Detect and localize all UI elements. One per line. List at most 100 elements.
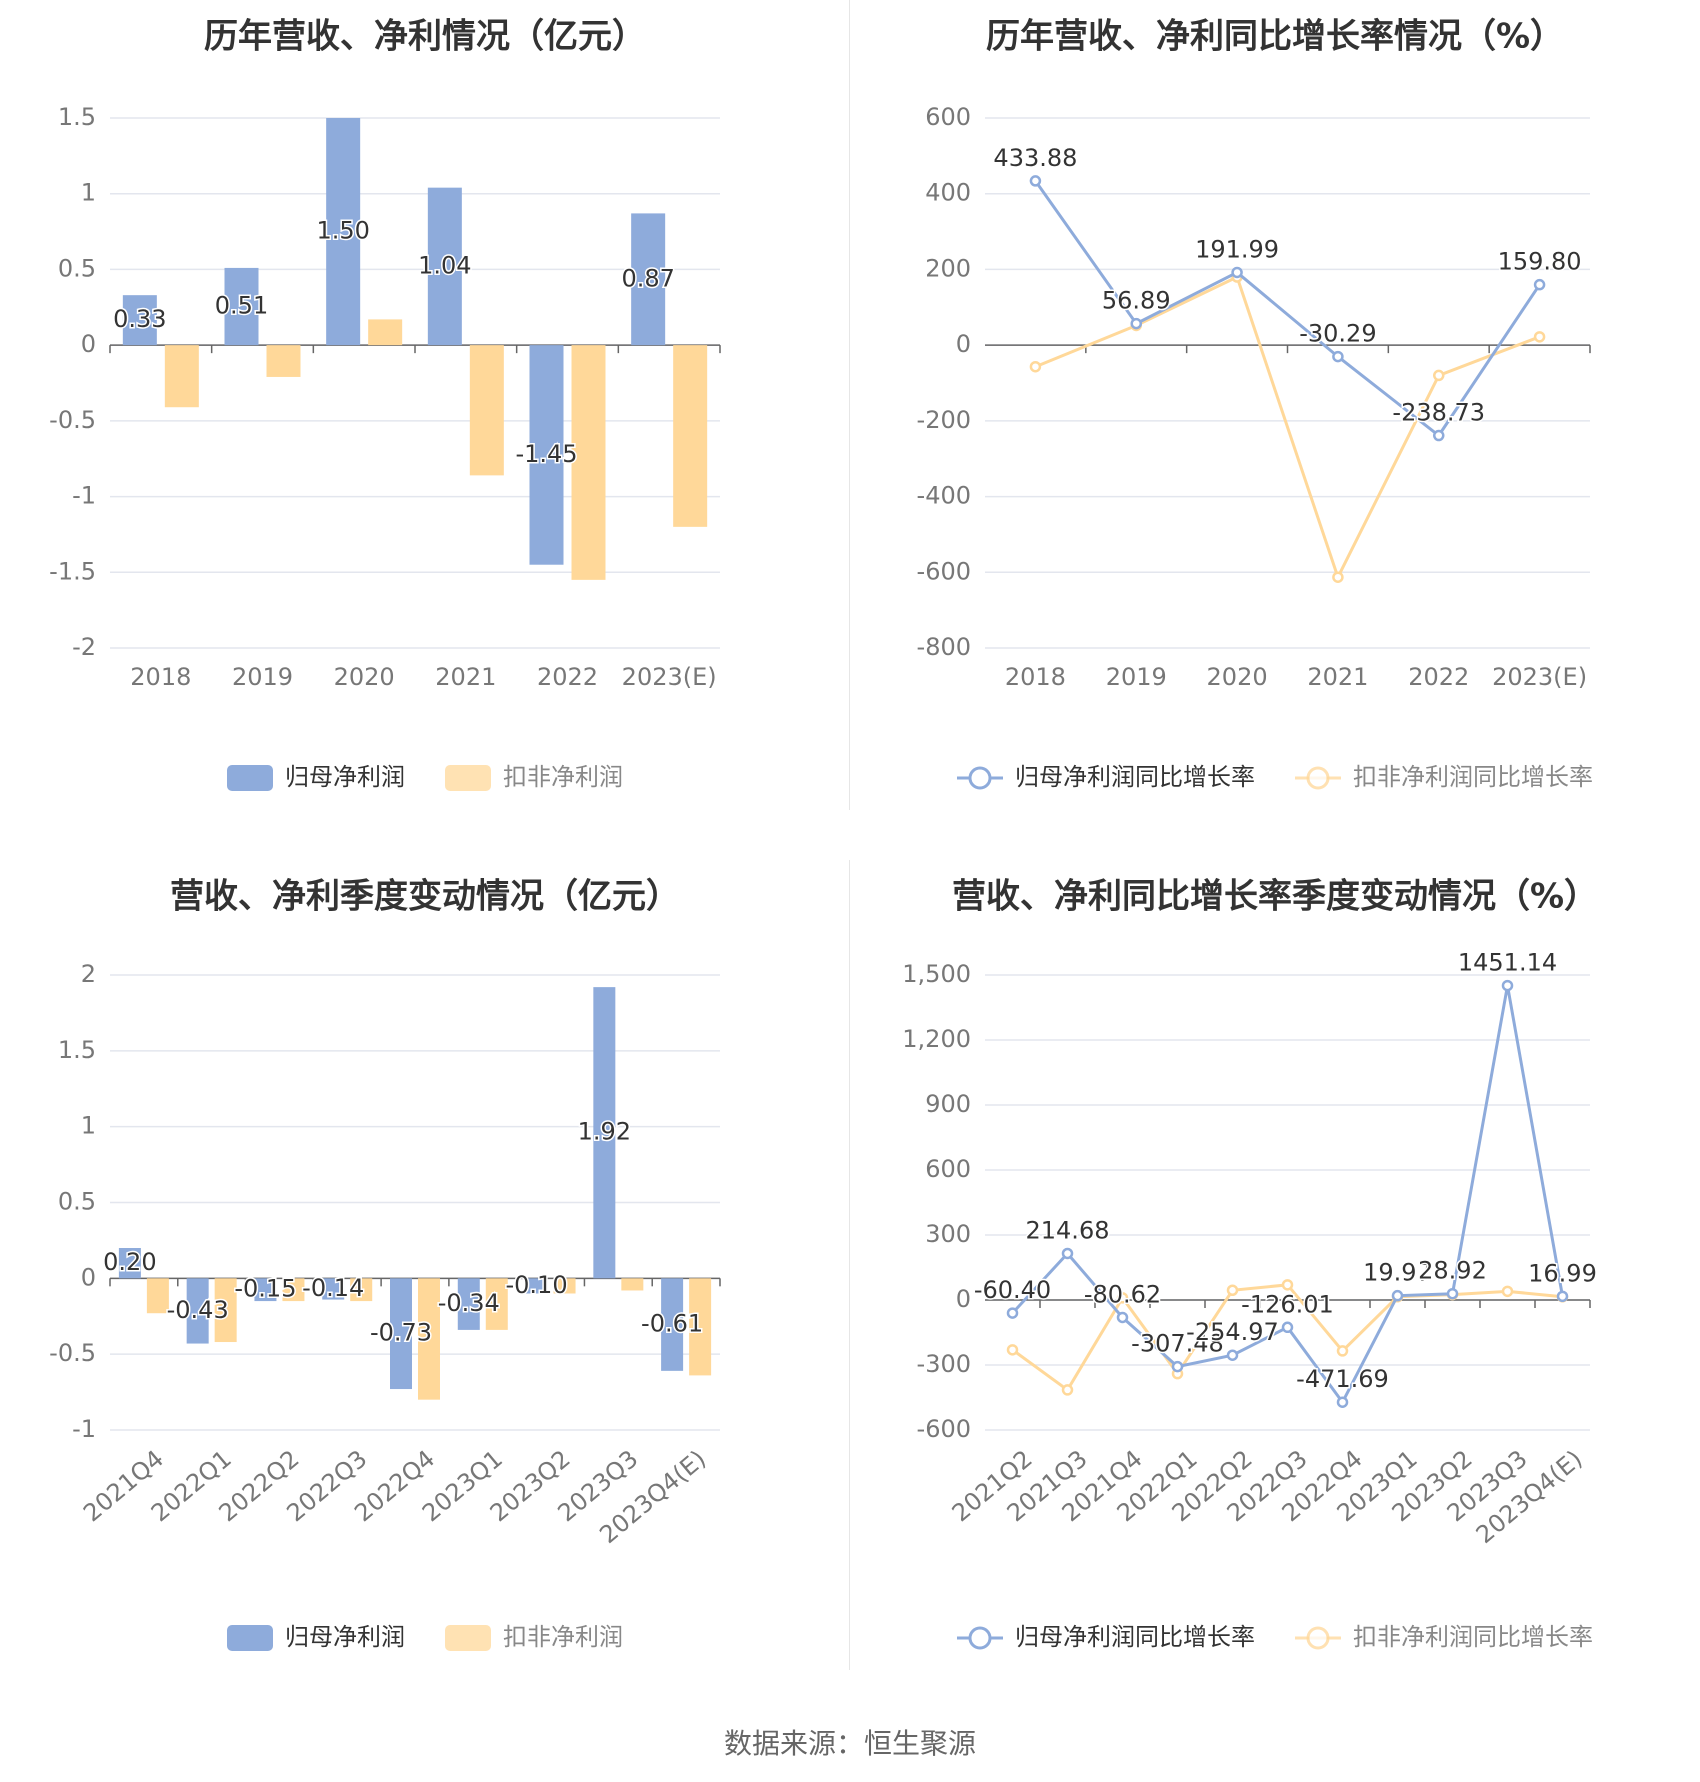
y-tick-label: -600: [917, 557, 971, 585]
legend-label: 扣非净利润同比增长率: [1353, 1623, 1593, 1651]
data-label: -0.61: [641, 1310, 703, 1338]
data-label: 433.88: [993, 144, 1077, 172]
legend-item: 扣非净利润: [445, 1623, 623, 1651]
data-label: 0.20: [103, 1248, 156, 1276]
bar-deducted-net-profit: [164, 345, 199, 408]
divider-bottom: [849, 860, 850, 1670]
x-tick-label: 2019: [1106, 663, 1167, 691]
data-label: 1.50: [316, 217, 369, 245]
legend-marker: [968, 766, 992, 790]
legend-item: 归母净利润同比增长率: [957, 1623, 1255, 1651]
legend-item: 扣非净利润同比增长率: [1295, 763, 1593, 791]
legend-marker: [1306, 766, 1330, 790]
point-parent-growth: [1501, 979, 1514, 992]
x-tick-label: 2018: [1005, 663, 1066, 691]
point-deducted-growth: [1029, 360, 1042, 373]
bar-parent-net-profit: [661, 1278, 684, 1371]
data-label: 159.80: [1498, 248, 1582, 276]
bar-deducted-net-profit: [214, 1278, 237, 1343]
y-tick-label: 900: [925, 1090, 971, 1118]
point-deducted-growth: [1336, 1345, 1349, 1357]
y-tick-label: 1.5: [58, 1036, 96, 1064]
chart-title: 营收、净利季度变动情况（亿元）: [170, 877, 680, 917]
data-label: -0.15: [234, 1275, 296, 1303]
data-label: 1.04: [418, 251, 471, 279]
y-tick-label: 300: [925, 1220, 971, 1248]
y-tick-label: -2: [72, 633, 96, 661]
point-parent-growth: [1391, 1289, 1404, 1302]
bar-parent-net-profit: [326, 118, 361, 346]
y-tick-label: -300: [917, 1350, 971, 1378]
point-parent-growth: [1029, 175, 1042, 187]
legend-label: 扣非净利润: [503, 1623, 623, 1651]
bar-deducted-net-profit: [418, 1278, 440, 1400]
y-tick-label: 1,200: [902, 1025, 971, 1053]
data-label: 56.89: [1102, 287, 1171, 315]
data-label: 191.99: [1195, 235, 1279, 263]
chart-title: 历年营收、净利情况（亿元）: [204, 17, 646, 57]
data-label: 28.92: [1418, 1257, 1487, 1285]
point-deducted-growth: [1501, 1285, 1514, 1298]
chart-title: 历年营收、净利同比增长率情况（%）: [986, 17, 1564, 57]
y-tick-label: 0: [956, 330, 971, 358]
data-label: 0.87: [621, 264, 674, 292]
point-parent-growth: [1433, 429, 1445, 442]
x-tick-label: 2020: [1207, 663, 1268, 691]
x-tick-label: 2019: [232, 663, 293, 691]
y-tick-label: 2: [81, 960, 96, 988]
point-deducted-growth: [1332, 571, 1344, 583]
data-label: 0.51: [215, 292, 268, 320]
data-label: -30.29: [1299, 320, 1376, 348]
y-tick-label: 1.5: [58, 103, 96, 131]
point-parent-growth: [1226, 1349, 1239, 1361]
bar-deducted-net-profit: [621, 1278, 644, 1291]
point-parent-growth: [1446, 1287, 1459, 1300]
legend-label: 归母净利润: [285, 1623, 405, 1651]
bar-parent-net-profit: [322, 1278, 345, 1300]
point-parent-growth: [1006, 1307, 1019, 1319]
chart-svg: 历年营收、净利情况（亿元） 1.5 1 0.5 0 -0.5 -1 -1.5 -2 2018 201…: [49, 17, 721, 791]
x-tick-label: 2021: [435, 663, 496, 691]
bar-deducted-net-profit: [673, 345, 708, 527]
y-tick-label: 0: [81, 1263, 96, 1291]
data-label: -254.97: [1186, 1318, 1279, 1346]
bar-parent-net-profit: [224, 267, 259, 346]
bar-deducted-net-profit: [689, 1278, 712, 1376]
legend-label: 扣非净利润同比增长率: [1353, 763, 1593, 791]
y-tick-label: 1: [81, 1112, 96, 1140]
point-parent-growth: [1231, 266, 1243, 279]
y-tick-label: 1,500: [902, 960, 971, 988]
bar-deducted-net-profit: [368, 319, 403, 346]
y-tick-label: -1.5: [49, 557, 96, 585]
x-tick-label: 2023(E): [622, 663, 717, 691]
chart-annual-growth: 历年营收、净利同比增长率情况（%） 600 400 200 0 -200 -400 -600 -…: [850, 0, 1700, 860]
line-parent-growth: [1011, 985, 1564, 1406]
data-label: 1451.14: [1458, 949, 1557, 977]
data-label: -307.48: [1131, 1330, 1224, 1358]
data-label: -0.43: [167, 1296, 229, 1324]
y-tick-label: -800: [917, 633, 971, 661]
y-tick-label: -200: [917, 406, 971, 434]
y-tick-label: -1: [72, 1415, 96, 1443]
y-tick-label: 200: [925, 254, 971, 282]
data-label: -126.01: [1241, 1290, 1334, 1318]
legend-swatch: [445, 765, 491, 791]
x-tick-label: 2023(E): [1492, 663, 1587, 691]
data-label: 19.97: [1363, 1259, 1432, 1287]
y-tick-label: -400: [917, 482, 971, 510]
data-label: -0.34: [438, 1289, 500, 1317]
bar-parent-net-profit: [186, 1278, 209, 1344]
y-tick-label: 0.5: [58, 1188, 96, 1216]
point-deducted-growth: [1061, 1384, 1074, 1396]
legend-label: 扣非净利润: [503, 763, 623, 791]
legend-swatch: [227, 1625, 273, 1651]
point-deducted-growth: [1281, 1279, 1294, 1291]
y-tick-label: 0.5: [58, 254, 96, 282]
data-label: -0.14: [302, 1274, 364, 1302]
point-parent-growth: [1281, 1321, 1294, 1334]
x-tick-label: 2020: [334, 663, 395, 691]
y-tick-label: -600: [917, 1415, 971, 1443]
bar-deducted-net-profit: [553, 1278, 576, 1294]
chart-svg: 营收、净利同比增长率季度变动情况（%）1,5001,2009006003000-…: [902, 877, 1598, 1652]
bar-parent-net-profit: [427, 187, 462, 346]
